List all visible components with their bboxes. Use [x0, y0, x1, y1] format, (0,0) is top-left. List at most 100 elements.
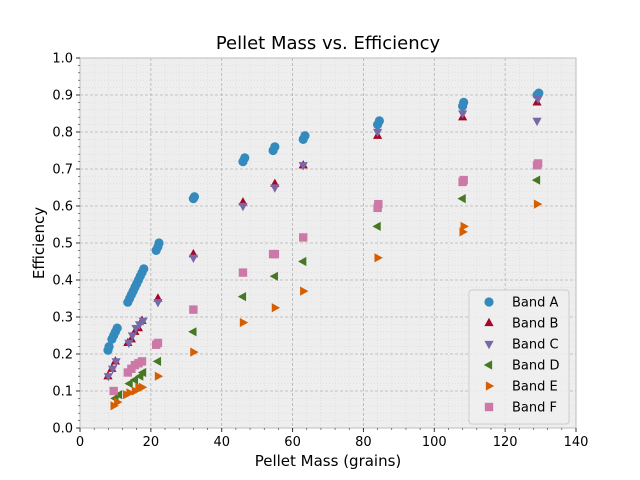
y-axis: 0.0 0.1 0.2 0.3 0.4 0.5 0.6 0.7 0.8 0.9 1.0	[52, 52, 80, 437]
data-point	[124, 379, 133, 389]
data-point	[137, 367, 147, 378]
data-point	[237, 292, 247, 302]
x-tick-label: 140	[564, 435, 589, 450]
legend: Band A Band B Band C Band D Band E Band F	[468, 289, 570, 425]
data-point	[153, 338, 163, 348]
data-point	[103, 373, 113, 382]
series-band-c	[103, 95, 543, 382]
data-point	[457, 194, 466, 204]
data-point	[271, 303, 281, 313]
data-point	[238, 202, 248, 212]
data-point	[107, 365, 118, 374]
data-point	[533, 199, 543, 209]
data-point	[533, 95, 543, 104]
data-point	[458, 110, 468, 119]
legend-label: Band C	[512, 338, 559, 353]
data-point	[109, 386, 118, 396]
data-point	[126, 388, 135, 398]
x-tick-label: 120	[493, 435, 518, 450]
data-point	[190, 347, 199, 357]
data-point	[113, 390, 123, 400]
data-point	[138, 382, 148, 392]
legend-marker	[483, 360, 493, 370]
y-tick-label: 0.4	[52, 274, 73, 289]
x-axis-label: Pellet Mass (grains)	[255, 452, 402, 470]
legend-marker	[485, 381, 495, 391]
data-point	[460, 221, 469, 231]
data-point	[124, 339, 134, 349]
data-point	[138, 317, 148, 326]
x-tick-label: 20	[143, 435, 160, 450]
data-point	[533, 159, 543, 168]
data-point	[300, 286, 309, 296]
y-tick-label: 1.0	[52, 52, 73, 67]
data-point	[534, 88, 544, 98]
x-tick-label: 40	[213, 435, 230, 450]
data-point	[111, 358, 121, 367]
x-axis: 0 20 40 60 80 100 120 140	[76, 428, 589, 450]
y-tick-label: 0.2	[52, 348, 73, 363]
data-point	[374, 253, 383, 263]
y-tick-label: 0.3	[52, 311, 73, 326]
data-point	[374, 199, 383, 209]
data-point	[152, 356, 162, 366]
legend-item: Band D	[483, 359, 560, 374]
series-band-a	[103, 88, 544, 355]
y-tick-label: 0.8	[52, 126, 73, 141]
series-band-e	[110, 199, 543, 411]
data-point	[154, 371, 164, 381]
data-point	[154, 238, 164, 248]
data-point	[189, 192, 200, 202]
y-tick-label: 0.9	[52, 89, 73, 104]
legend-marker	[484, 297, 494, 307]
series-band-d	[110, 175, 541, 403]
data-point	[104, 342, 114, 352]
data-point	[188, 327, 197, 337]
x-tick-label: 100	[422, 435, 447, 450]
data-point	[531, 175, 541, 185]
data-point	[137, 357, 147, 366]
data-point	[114, 397, 123, 407]
y-tick-label: 0.6	[52, 200, 73, 215]
chart-title: Pellet Mass vs. Efficiency	[216, 33, 441, 54]
data-point	[269, 271, 278, 281]
legend-label: Band D	[512, 359, 560, 374]
y-tick-label: 0.5	[52, 237, 73, 252]
data-points	[103, 88, 544, 411]
data-point	[299, 233, 308, 242]
data-point	[139, 264, 149, 274]
y-axis-label: Efficiency	[30, 207, 48, 279]
legend-label: Band A	[512, 296, 559, 311]
data-point	[188, 254, 198, 263]
data-point	[270, 249, 280, 259]
x-tick-label: 60	[284, 435, 301, 450]
data-point	[189, 305, 198, 314]
data-point	[300, 131, 310, 141]
data-point	[298, 162, 308, 171]
data-point	[129, 375, 139, 385]
legend-item: Band B	[484, 317, 558, 332]
data-point	[238, 268, 248, 277]
data-point	[153, 299, 163, 308]
data-point	[298, 256, 307, 267]
legend-marker	[484, 340, 494, 350]
x-tick-label: 0	[76, 435, 84, 450]
series-band-f	[109, 159, 543, 396]
legend-marker	[484, 402, 494, 412]
y-tick-label: 0.1	[52, 385, 73, 400]
data-point	[239, 317, 249, 328]
data-point	[372, 221, 381, 231]
data-point	[270, 142, 280, 152]
legend-item: Band A	[484, 296, 559, 311]
legend-box	[468, 289, 570, 425]
legend-label: Band E	[512, 380, 558, 395]
data-point	[459, 97, 469, 107]
data-point	[374, 116, 384, 126]
x-tick-label: 80	[355, 435, 372, 450]
legend-item: Band C	[484, 338, 559, 353]
legend-item: Band F	[484, 401, 557, 416]
data-point	[532, 117, 542, 127]
data-point	[127, 332, 138, 341]
legend-marker	[484, 317, 494, 327]
